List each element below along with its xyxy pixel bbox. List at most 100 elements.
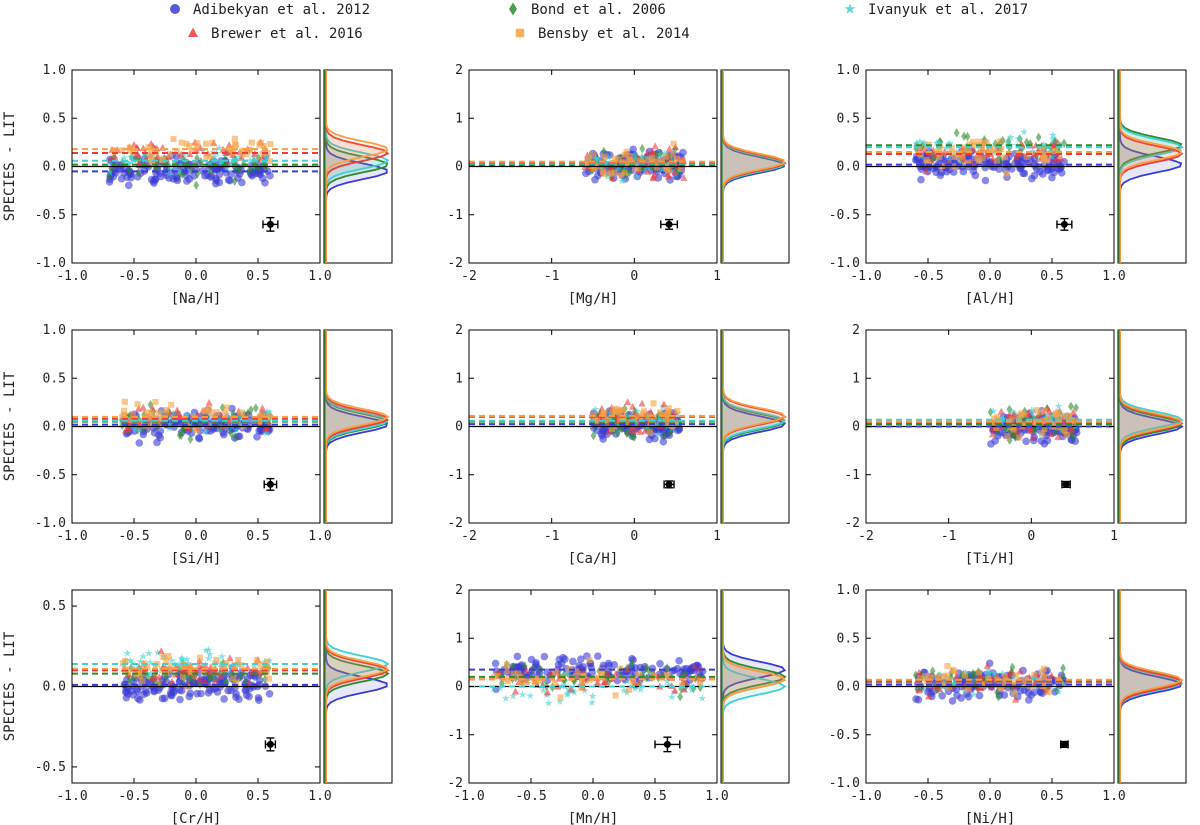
hist-curve bbox=[1119, 70, 1182, 263]
data-point bbox=[511, 687, 520, 695]
y-tick-label: 0.0 bbox=[837, 680, 860, 695]
data-point bbox=[1001, 154, 1009, 161]
legend-item: Brewer et al. 2016 bbox=[188, 26, 363, 42]
legend-marker-circle bbox=[170, 4, 180, 14]
x-tick-label: -0.5 bbox=[118, 529, 149, 544]
data-point bbox=[195, 434, 204, 443]
data-point bbox=[237, 671, 244, 681]
data-point bbox=[674, 155, 681, 162]
y-tick-label: -1 bbox=[447, 468, 463, 483]
data-point bbox=[629, 145, 637, 154]
data-point bbox=[635, 678, 643, 686]
data-point bbox=[981, 176, 990, 185]
x-tick-label: 0.5 bbox=[1040, 269, 1063, 284]
data-point bbox=[552, 669, 559, 676]
data-point bbox=[255, 427, 263, 435]
data-point bbox=[180, 424, 187, 434]
data-point bbox=[155, 673, 163, 681]
y-tick-label: -2 bbox=[447, 776, 463, 791]
data-point bbox=[971, 171, 980, 180]
data-point bbox=[125, 425, 133, 433]
data-point bbox=[671, 686, 679, 694]
data-point bbox=[135, 167, 142, 178]
data-point bbox=[185, 175, 194, 183]
data-point bbox=[646, 429, 653, 436]
hist-curves bbox=[721, 330, 787, 523]
y-tick-label: 2 bbox=[455, 583, 463, 598]
data-point bbox=[139, 652, 147, 660]
data-point bbox=[169, 688, 178, 697]
data-point bbox=[578, 684, 585, 691]
panels: -1.0 -0.5 0.0 0.5 1.0 -1.0 -0.5 0.0 0.5 1.0 [Na/H]… bbox=[2, 63, 1187, 825]
data-point bbox=[183, 655, 191, 663]
error-bar-point bbox=[1060, 740, 1068, 748]
data-point bbox=[232, 690, 240, 698]
data-point bbox=[166, 150, 174, 158]
data-point bbox=[1027, 406, 1036, 414]
data-point bbox=[974, 155, 981, 162]
data-point bbox=[122, 158, 131, 167]
data-point bbox=[649, 148, 657, 156]
hist-fill bbox=[721, 590, 785, 783]
data-point bbox=[667, 692, 676, 701]
data-point bbox=[912, 139, 921, 147]
data-point bbox=[201, 677, 209, 685]
data-point bbox=[675, 656, 683, 665]
x-tick-label: 1.0 bbox=[308, 529, 331, 544]
data-point bbox=[643, 167, 652, 175]
data-point bbox=[197, 414, 206, 422]
data-point bbox=[630, 679, 637, 686]
data-point bbox=[665, 145, 673, 152]
data-point bbox=[630, 156, 639, 165]
data-point bbox=[551, 680, 558, 687]
data-point bbox=[124, 422, 133, 429]
data-point bbox=[969, 690, 978, 698]
data-point bbox=[122, 658, 129, 665]
data-point bbox=[620, 686, 628, 694]
data-point bbox=[170, 135, 177, 143]
hist-frame bbox=[1117, 329, 1187, 524]
x-tick-label: -1.0 bbox=[56, 529, 87, 544]
data-point bbox=[654, 430, 663, 438]
hist-fill bbox=[1118, 330, 1182, 523]
data-point bbox=[1048, 173, 1056, 182]
panel-alh: -1.0 -0.5 0.0 0.5 1.0 -1.0 -0.5 0.0 0.5 1.0 [Al/H] bbox=[829, 63, 1187, 307]
error-bar bbox=[262, 216, 279, 232]
data-point bbox=[489, 684, 498, 692]
data-point bbox=[203, 140, 210, 147]
data-point bbox=[554, 661, 563, 669]
error-bar-point bbox=[266, 220, 274, 228]
data-point bbox=[1061, 427, 1068, 434]
data-point bbox=[920, 139, 929, 147]
data-point bbox=[165, 420, 174, 428]
data-point bbox=[168, 401, 175, 408]
data-point bbox=[1060, 413, 1068, 420]
y-tick-label: -1.0 bbox=[829, 256, 860, 271]
data-point bbox=[934, 684, 940, 694]
data-point bbox=[915, 686, 923, 694]
data-point bbox=[670, 140, 677, 147]
data-point bbox=[680, 685, 688, 693]
data-point bbox=[254, 693, 263, 702]
data-point bbox=[1061, 138, 1067, 148]
data-point bbox=[664, 407, 671, 414]
data-point bbox=[1023, 153, 1030, 160]
x-tick-label: 1.0 bbox=[1102, 789, 1125, 804]
y-tick-label: 0.5 bbox=[43, 371, 66, 386]
data-point bbox=[633, 406, 641, 415]
data-point bbox=[591, 405, 600, 413]
data-point bbox=[1022, 437, 1030, 446]
x-tick-label: -1.0 bbox=[850, 789, 881, 804]
data-point bbox=[664, 170, 672, 178]
data-point bbox=[1010, 682, 1018, 689]
hist-fill bbox=[1118, 330, 1181, 523]
data-point bbox=[564, 685, 573, 693]
hist-fill bbox=[1118, 330, 1182, 523]
x-tick-label: 0.0 bbox=[184, 269, 207, 284]
x-tick-label: 0.0 bbox=[978, 789, 1001, 804]
data-point bbox=[1020, 127, 1028, 136]
data-point bbox=[965, 686, 972, 693]
data-point bbox=[941, 144, 950, 152]
x-axis-label: [Ni/H] bbox=[965, 811, 1016, 825]
data-point bbox=[1054, 687, 1063, 696]
